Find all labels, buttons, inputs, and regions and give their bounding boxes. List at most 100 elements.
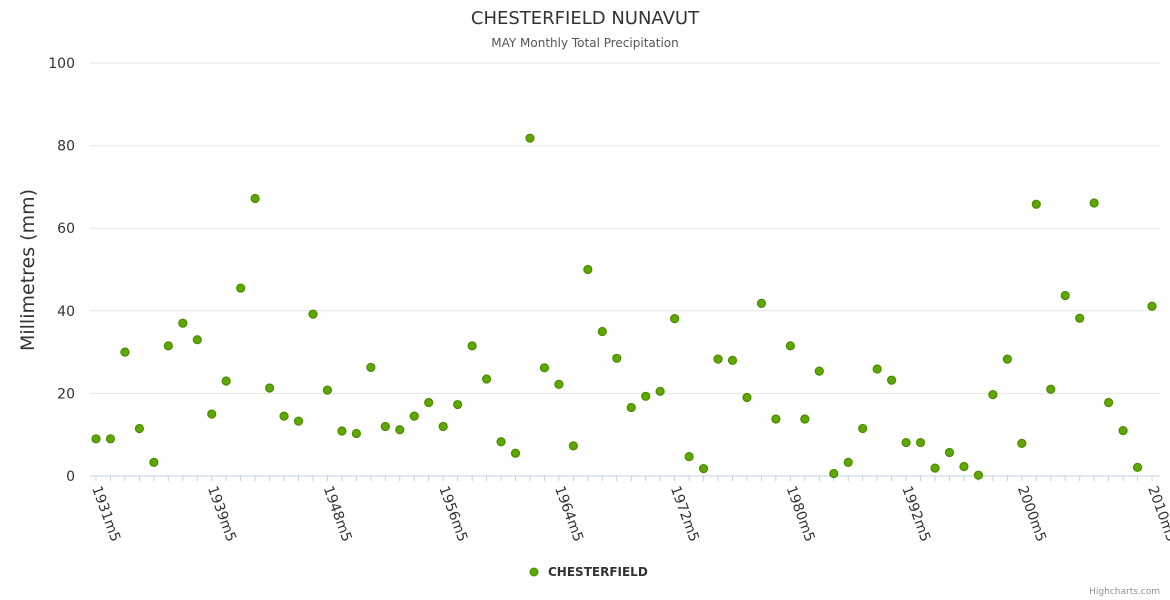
x-tick-label: 1956m5	[435, 484, 470, 544]
data-point[interactable]	[1017, 438, 1027, 448]
data-point[interactable]	[727, 355, 738, 365]
data-point[interactable]	[829, 468, 839, 479]
legend-marker-icon	[529, 567, 539, 577]
chart-subtitle: MAY Monthly Total Precipitation	[491, 36, 678, 50]
data-point[interactable]	[120, 347, 130, 357]
data-point[interactable]	[800, 414, 810, 424]
x-tick-label: 1980m5	[783, 484, 818, 544]
y-tick-label: 20	[57, 386, 75, 402]
data-point[interactable]	[858, 423, 868, 434]
data-point[interactable]	[901, 437, 911, 448]
data-point[interactable]	[568, 441, 578, 451]
data-point[interactable]	[221, 376, 231, 386]
data-point[interactable]	[91, 434, 101, 444]
data-point[interactable]	[250, 193, 260, 204]
data-point[interactable]	[496, 437, 506, 447]
y-tick-label: 60	[57, 221, 75, 237]
data-point[interactable]	[742, 392, 752, 403]
data-point[interactable]	[887, 375, 897, 385]
data-point[interactable]	[756, 298, 767, 308]
data-point[interactable]	[930, 463, 940, 473]
legend-label[interactable]: CHESTERFIELD	[548, 565, 648, 579]
data-point[interactable]	[915, 437, 926, 448]
data-point[interactable]	[264, 383, 275, 393]
data-point[interactable]	[178, 318, 188, 328]
data-point[interactable]	[1060, 290, 1070, 301]
data-point[interactable]	[583, 264, 593, 275]
data-point[interactable]	[612, 353, 622, 363]
data-point[interactable]	[1031, 199, 1041, 209]
x-tick-label: 1948m5	[320, 484, 355, 544]
y-axis-label: Millimetres (mm)	[17, 189, 39, 351]
data-point[interactable]	[380, 421, 390, 432]
data-point[interactable]	[236, 283, 246, 293]
data-point[interactable]	[539, 363, 550, 373]
x-tick-label: 1992m5	[898, 484, 933, 544]
data-point[interactable]	[438, 421, 448, 432]
x-tick-label: 2010m5	[1144, 484, 1170, 544]
data-point[interactable]	[163, 341, 173, 351]
data-point[interactable]	[351, 428, 361, 439]
data-point[interactable]	[322, 385, 333, 395]
data-point[interactable]	[525, 133, 535, 143]
data-point[interactable]	[1147, 301, 1157, 311]
data-point[interactable]	[988, 390, 998, 400]
data-point[interactable]	[814, 366, 824, 376]
data-point[interactable]	[554, 379, 564, 389]
data-point[interactable]	[1002, 354, 1012, 364]
data-point[interactable]	[1089, 198, 1099, 208]
y-tick-label: 40	[57, 304, 75, 320]
data-point[interactable]	[279, 411, 289, 421]
x-tick-label: 1939m5	[204, 484, 239, 544]
credits-link[interactable]: Highcharts.com	[1089, 587, 1160, 597]
data-point[interactable]	[105, 434, 116, 444]
data-point[interactable]	[308, 309, 318, 319]
y-tick-label: 80	[57, 139, 75, 155]
x-axis: 1931m5 1939m5 1948m5 1956m5 1964m5 1972m5 1980…	[88, 475, 1170, 544]
data-point[interactable]	[481, 374, 492, 384]
data-point[interactable]	[409, 411, 419, 421]
data-point[interactable]	[713, 354, 723, 364]
x-tick-label: 1972m5	[667, 484, 702, 544]
data-point[interactable]	[626, 402, 636, 413]
data-point[interactable]	[670, 314, 680, 324]
data-point[interactable]	[641, 391, 651, 401]
y-axis-ticks: 0 20 40 60 80 100	[48, 56, 75, 485]
data-point[interactable]	[293, 416, 304, 426]
data-point[interactable]	[785, 341, 795, 351]
data-point[interactable]	[872, 364, 882, 374]
data-point[interactable]	[959, 461, 969, 472]
data-point[interactable]	[510, 448, 521, 458]
data-point[interactable]	[1075, 313, 1085, 323]
data-point[interactable]	[424, 397, 434, 408]
gridlines	[90, 62, 1160, 394]
x-tick-label: 1964m5	[551, 484, 586, 544]
data-point[interactable]	[366, 362, 376, 372]
legend[interactable]: CHESTERFIELD	[529, 565, 648, 579]
data-point[interactable]	[1118, 425, 1128, 436]
data-point[interactable]	[973, 470, 984, 480]
data-points	[91, 133, 1157, 480]
data-point[interactable]	[207, 409, 217, 419]
y-tick-label: 100	[48, 56, 75, 72]
data-point[interactable]	[453, 399, 463, 410]
data-point[interactable]	[698, 463, 709, 474]
data-point[interactable]	[944, 447, 955, 458]
x-tick-label: 2000m5	[1014, 484, 1049, 544]
data-point[interactable]	[1046, 384, 1056, 394]
data-point[interactable]	[1132, 462, 1143, 472]
data-point[interactable]	[843, 457, 853, 467]
data-point[interactable]	[597, 326, 607, 337]
data-point[interactable]	[192, 335, 202, 345]
data-point[interactable]	[134, 423, 144, 434]
data-point[interactable]	[467, 341, 477, 351]
data-point[interactable]	[1104, 397, 1114, 408]
data-point[interactable]	[771, 414, 781, 424]
data-point[interactable]	[149, 457, 159, 467]
data-point[interactable]	[395, 425, 405, 435]
data-point[interactable]	[655, 386, 665, 396]
y-tick-label: 0	[66, 469, 75, 485]
data-point[interactable]	[337, 426, 347, 436]
data-point[interactable]	[684, 451, 694, 462]
